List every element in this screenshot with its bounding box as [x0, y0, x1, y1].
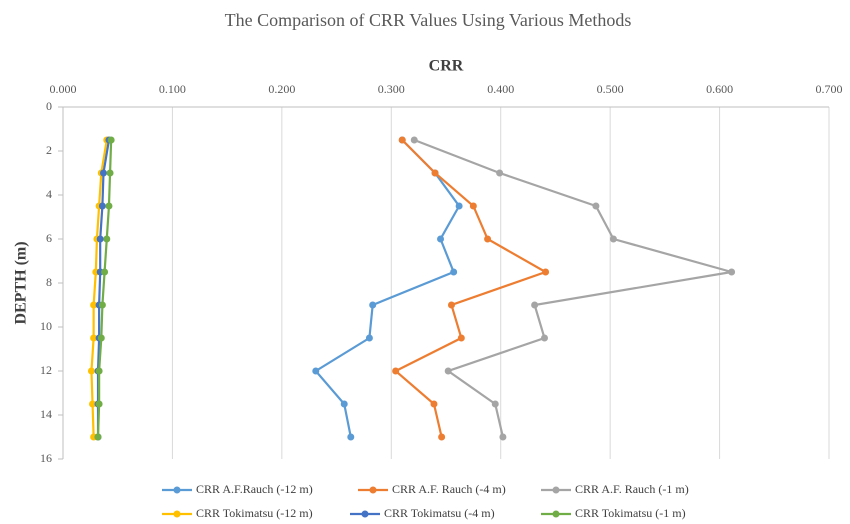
point	[365, 334, 373, 342]
series-line	[96, 139, 113, 438]
legend-label: CRR A.F. Rauch (-4 m)	[392, 482, 506, 496]
series-line	[90, 139, 108, 438]
y-tick-label: 16	[40, 451, 52, 465]
point	[484, 235, 492, 243]
chart-title: The Comparison of CRR Values Using Vario…	[225, 10, 632, 30]
point	[98, 202, 106, 210]
x-tick-label: 0.200	[268, 82, 295, 96]
point	[106, 169, 114, 177]
point	[531, 301, 539, 309]
point	[438, 433, 446, 441]
legend-label: CRR A.F.Rauch (-12 m)	[196, 482, 313, 496]
x-tick-label: 0.400	[487, 82, 514, 96]
point	[392, 367, 400, 375]
point	[499, 433, 507, 441]
point	[98, 301, 106, 309]
point	[99, 169, 107, 177]
series-line	[393, 139, 549, 438]
x-tick-label: 0.100	[159, 82, 186, 96]
point	[542, 268, 550, 276]
point	[592, 202, 600, 210]
point	[457, 334, 465, 342]
legend-marker	[173, 510, 181, 518]
point	[347, 433, 355, 441]
x-tick-label: 0.500	[597, 82, 624, 96]
point	[728, 268, 736, 276]
point	[447, 301, 455, 309]
legend-marker	[552, 510, 560, 518]
point	[97, 334, 105, 342]
legend-label: CRR A.F. Rauch (-1 m)	[575, 482, 689, 496]
point	[90, 301, 98, 309]
legend-label: CRR Tokimatsu (-12 m)	[196, 506, 313, 520]
point	[496, 169, 504, 177]
y-axis-title: DEPTH (m)	[13, 241, 30, 324]
point	[103, 235, 111, 243]
point	[369, 301, 377, 309]
point	[105, 202, 113, 210]
point	[444, 367, 452, 375]
point	[90, 334, 98, 342]
y-tick-label: 0	[46, 99, 52, 113]
y-tick-label: 10	[40, 319, 52, 333]
point	[94, 433, 102, 441]
y-tick-label: 6	[46, 231, 52, 245]
point	[431, 169, 439, 177]
legend-marker	[173, 486, 181, 494]
y-tick-label: 12	[40, 363, 52, 377]
x-tick-label: 0.000	[50, 82, 77, 96]
legend-marker	[552, 486, 560, 494]
y-tick-label: 4	[46, 187, 52, 201]
legend-label: CRR Tokimatsu (-1 m)	[575, 506, 686, 520]
point	[107, 136, 115, 144]
series-line	[314, 139, 461, 438]
y-tick-label: 8	[46, 275, 52, 289]
x-tick-label: 0.300	[378, 82, 405, 96]
point	[95, 400, 103, 408]
point	[398, 136, 406, 144]
point	[410, 136, 418, 144]
point	[312, 367, 320, 375]
point	[437, 235, 445, 243]
y-tick-label: 14	[40, 407, 52, 421]
point	[609, 235, 617, 243]
x-tick-label: 0.700	[816, 82, 843, 96]
x-tick-label: 0.600	[706, 82, 733, 96]
point	[101, 268, 109, 276]
point	[455, 202, 463, 210]
point	[430, 400, 438, 408]
x-axis-title: CRR	[429, 58, 464, 75]
point	[96, 235, 104, 243]
point	[540, 334, 548, 342]
series-line	[413, 138, 732, 438]
legend-marker	[369, 486, 377, 494]
point	[491, 400, 499, 408]
legend-marker	[361, 510, 369, 518]
point	[89, 400, 97, 408]
point	[450, 268, 458, 276]
y-tick-label: 2	[46, 143, 52, 157]
point	[340, 400, 348, 408]
point	[87, 367, 95, 375]
point	[469, 202, 477, 210]
point	[95, 367, 103, 375]
legend-label: CRR Tokimatsu (-4 m)	[384, 506, 495, 520]
